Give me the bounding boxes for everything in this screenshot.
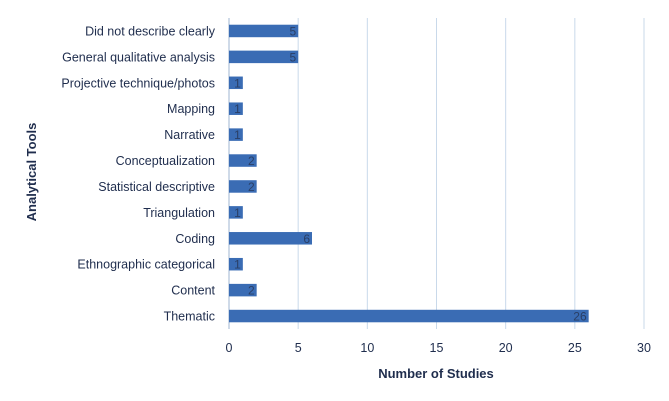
category-label: General qualitative analysis	[62, 50, 215, 64]
bar	[229, 206, 243, 219]
bar	[229, 24, 299, 38]
bar	[229, 283, 257, 297]
data-label: 26	[573, 310, 587, 324]
data-label: 5	[289, 50, 296, 64]
data-label: 2	[248, 284, 255, 298]
bar	[229, 180, 257, 193]
category-label: Thematic	[164, 310, 215, 324]
category-label: Narrative	[164, 128, 215, 142]
data-label: 1	[234, 102, 241, 116]
data-label: 1	[234, 76, 241, 90]
category-label: Mapping	[167, 102, 215, 116]
x-tick-label: 15	[430, 341, 444, 355]
category-labels: Did not describe clearly General qualitat…	[61, 24, 215, 323]
data-label: 5	[289, 24, 296, 38]
y-axis-title: Analytical Tools	[24, 123, 39, 222]
x-tick-label: 30	[637, 341, 651, 355]
bars	[229, 24, 589, 323]
category-label: Did not describe clearly	[85, 24, 216, 38]
bar	[229, 257, 243, 271]
data-label: 1	[234, 128, 241, 142]
data-label: 1	[234, 258, 241, 272]
data-label: 1	[234, 206, 241, 220]
bar	[229, 76, 243, 90]
data-label: 2	[248, 180, 255, 194]
x-tick-label: 25	[568, 341, 582, 355]
x-tick-label: 10	[360, 341, 374, 355]
category-label: Ethnographic categorical	[77, 258, 215, 272]
category-label: Coding	[175, 232, 215, 246]
x-axis-title: Number of Studies	[378, 366, 494, 381]
bar	[229, 128, 243, 141]
category-label: Triangulation	[143, 206, 215, 220]
data-label: 6	[303, 232, 310, 246]
x-tick-labels: 0 5 10 15 20 25 30	[226, 341, 651, 355]
bar	[229, 154, 257, 167]
bar	[229, 50, 299, 64]
bar	[229, 232, 312, 245]
category-label: Projective technique/photos	[61, 76, 215, 90]
x-tick-label: 5	[295, 341, 302, 355]
category-label: Content	[171, 284, 215, 298]
bar	[229, 309, 589, 323]
category-label: Conceptualization	[116, 154, 215, 168]
x-tick-label: 20	[499, 341, 513, 355]
x-tick-label: 0	[226, 341, 233, 355]
data-label: 2	[248, 154, 255, 168]
category-label: Statistical descriptive	[98, 180, 215, 194]
bar	[229, 102, 243, 115]
gridlines	[228, 18, 645, 329]
